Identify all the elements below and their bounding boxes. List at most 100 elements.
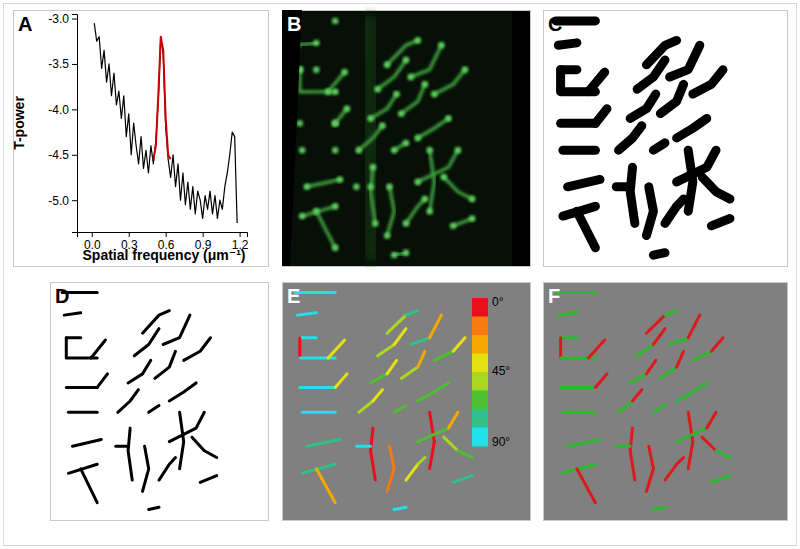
skeleton-line [149, 406, 159, 413]
fiber [316, 211, 335, 248]
classified-segment [637, 345, 653, 356]
colorbar-cell [472, 298, 488, 317]
striation [300, 156, 364, 161]
puncta [337, 176, 343, 182]
classified-segment [558, 313, 577, 315]
classified-segment [711, 476, 730, 483]
fiber [302, 148, 335, 152]
oriented-segment [387, 469, 394, 492]
puncta [325, 88, 331, 94]
classified-segment [670, 338, 689, 345]
mask-blob [619, 126, 642, 150]
oriented-segment [389, 446, 394, 469]
puncta [332, 245, 338, 251]
image-background [283, 283, 531, 521]
fiber [434, 70, 465, 94]
plot-area [94, 23, 237, 223]
tick-mark [72, 200, 77, 201]
classified-segment [588, 340, 604, 358]
puncta [372, 220, 378, 226]
oriented-segment [387, 360, 396, 374]
skeleton-line [180, 412, 184, 469]
oriented-segment [434, 383, 448, 392]
oriented-segment [448, 412, 457, 428]
fiber [401, 84, 425, 113]
puncta [426, 147, 432, 153]
fiber [359, 126, 383, 150]
puncta [374, 86, 380, 92]
puncta [332, 18, 338, 24]
oriented-segment [401, 367, 418, 378]
image-background [544, 11, 788, 267]
classified-segment [616, 445, 630, 448]
skeleton-line [128, 428, 132, 480]
skeleton-line [169, 383, 196, 401]
orientation-map [295, 293, 472, 510]
skeleton-line [66, 386, 97, 389]
classified-segment [556, 291, 595, 294]
oriented-segment [328, 340, 345, 358]
puncta [403, 57, 409, 63]
tick-mark [92, 232, 93, 237]
classified-segment [707, 412, 716, 428]
oriented-segment [418, 351, 425, 367]
fiber [418, 118, 449, 138]
classified-segment [711, 338, 723, 352]
fiber [307, 179, 340, 186]
tick-mark [72, 109, 77, 110]
puncta [393, 91, 399, 97]
tick-label: -4.0 [48, 103, 69, 117]
oriented-segment [434, 351, 453, 360]
fiber [300, 122, 335, 126]
mask-blob [568, 179, 600, 186]
puncta [299, 147, 305, 153]
tick-mark [129, 232, 130, 237]
oriented-segment [418, 458, 425, 465]
oriented-segment [300, 386, 335, 389]
skeleton-line [143, 311, 170, 334]
colorbar-label: 0° [492, 295, 504, 309]
puncta [422, 196, 428, 202]
tick-label: -5.0 [48, 194, 69, 208]
classified-segment [693, 383, 707, 392]
oriented-segment [359, 401, 373, 412]
tick-mark [240, 232, 241, 237]
oriented-segment [444, 437, 458, 451]
puncta [438, 42, 444, 48]
figure: 0.00.30.60.91.2-3.0-3.5-4.0-4.5-5.0T-pow… [0, 0, 800, 549]
skeleton-line [192, 437, 217, 457]
puncta [332, 147, 338, 153]
panel-label: E [287, 285, 300, 307]
mask-blob [637, 60, 665, 89]
puncta [299, 213, 305, 219]
classified-segment [646, 469, 653, 492]
mask-blob [561, 119, 596, 128]
puncta [384, 232, 390, 238]
tick-label: -3.5 [48, 57, 69, 71]
skeleton-line [159, 458, 175, 481]
fiber [387, 187, 394, 236]
puncta [462, 66, 468, 72]
tick-mark [203, 232, 204, 237]
mask-blob [563, 146, 595, 155]
classified-segment [646, 360, 655, 374]
classified-segment [677, 428, 707, 442]
skeleton-line [64, 313, 80, 315]
colorbar-cell [472, 391, 488, 410]
puncta [332, 88, 338, 94]
striation [300, 64, 364, 69]
puncta [367, 184, 373, 190]
skeleton-line [128, 360, 151, 383]
tick-mark [72, 155, 77, 156]
puncta [455, 147, 461, 153]
striation [300, 248, 364, 253]
oriented-segment [394, 329, 406, 345]
mask-blob [653, 253, 665, 255]
classified-segment [595, 374, 607, 388]
puncta [422, 81, 428, 87]
classified-segment [688, 315, 700, 338]
puncta [384, 62, 390, 68]
classified-segment [688, 442, 693, 469]
classified-segment [561, 386, 596, 389]
skeleton-line [66, 336, 80, 339]
